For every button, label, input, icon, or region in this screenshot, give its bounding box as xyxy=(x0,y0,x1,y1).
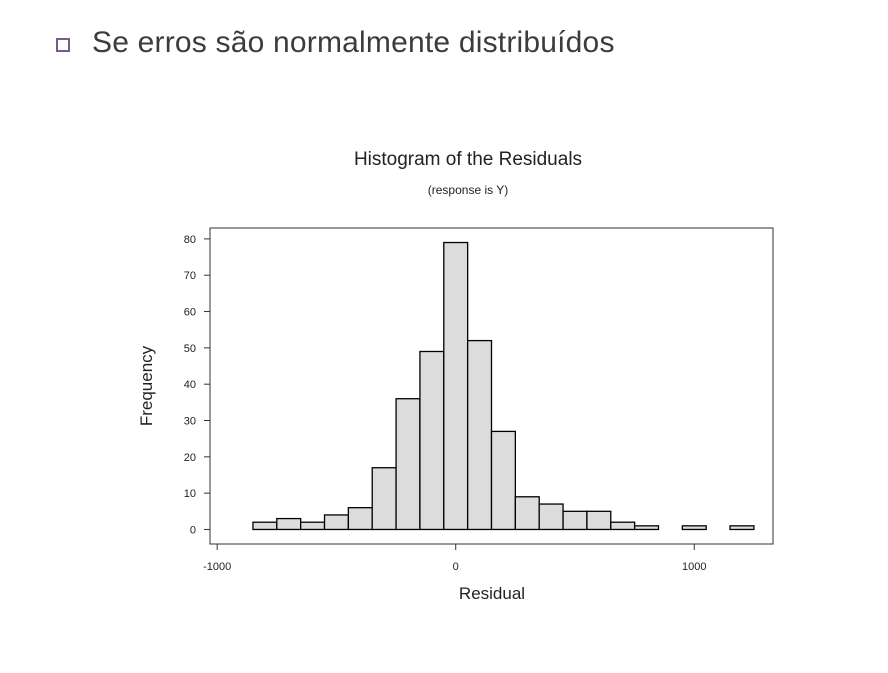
histogram-bar xyxy=(681,525,707,531)
histogram-bar xyxy=(347,507,373,531)
axis-layer: 0 10 20 30 40 50 60 70 80 -1000 0 1000 xyxy=(184,234,707,573)
histogram-bar xyxy=(562,510,588,531)
histogram-bar xyxy=(538,503,564,531)
plot-frame xyxy=(209,227,774,545)
histogram-bar xyxy=(395,398,421,531)
y-tick-label: 80 xyxy=(184,234,196,246)
histogram-bar xyxy=(610,521,636,531)
histogram-bar xyxy=(252,521,278,531)
histogram-bar xyxy=(514,496,540,531)
x-tick-label: 0 xyxy=(453,561,459,573)
y-tick-label: 30 xyxy=(184,416,196,428)
histogram-bar xyxy=(419,350,445,531)
histogram-bar xyxy=(633,525,660,531)
histogram-bar xyxy=(729,525,755,531)
x-tick-label: -1000 xyxy=(203,561,231,573)
y-tick-label: 10 xyxy=(184,488,196,500)
square-bullet-icon xyxy=(56,38,70,52)
histogram-bar xyxy=(276,517,302,531)
histogram-bar xyxy=(466,339,493,531)
chart-title: Histogram of the Residuals xyxy=(354,149,582,170)
y-tick-label: 60 xyxy=(184,307,196,319)
y-tick-label: 20 xyxy=(184,452,196,464)
histogram-bar xyxy=(323,514,350,531)
bullet-row: Se erros são normalmente distribuídos xyxy=(56,20,615,66)
y-tick-label: 0 xyxy=(190,524,196,536)
y-tick-label: 70 xyxy=(184,270,196,282)
y-axis-label: Frequency xyxy=(137,345,156,426)
bullet-text: Se erros são normalmente distribuídos xyxy=(92,26,615,59)
histogram-bar xyxy=(490,430,517,531)
bars-layer xyxy=(252,241,755,531)
y-tick-label: 40 xyxy=(184,379,196,391)
histogram-bar xyxy=(443,241,469,531)
x-axis-label: Residual xyxy=(459,584,525,603)
chart-subtitle: (response is Y) xyxy=(428,183,508,197)
histogram-bar xyxy=(586,510,612,531)
histogram-bar xyxy=(371,467,397,531)
y-tick-label: 50 xyxy=(184,343,196,355)
x-tick-label: 1000 xyxy=(682,561,706,573)
histogram-bar xyxy=(300,521,326,531)
